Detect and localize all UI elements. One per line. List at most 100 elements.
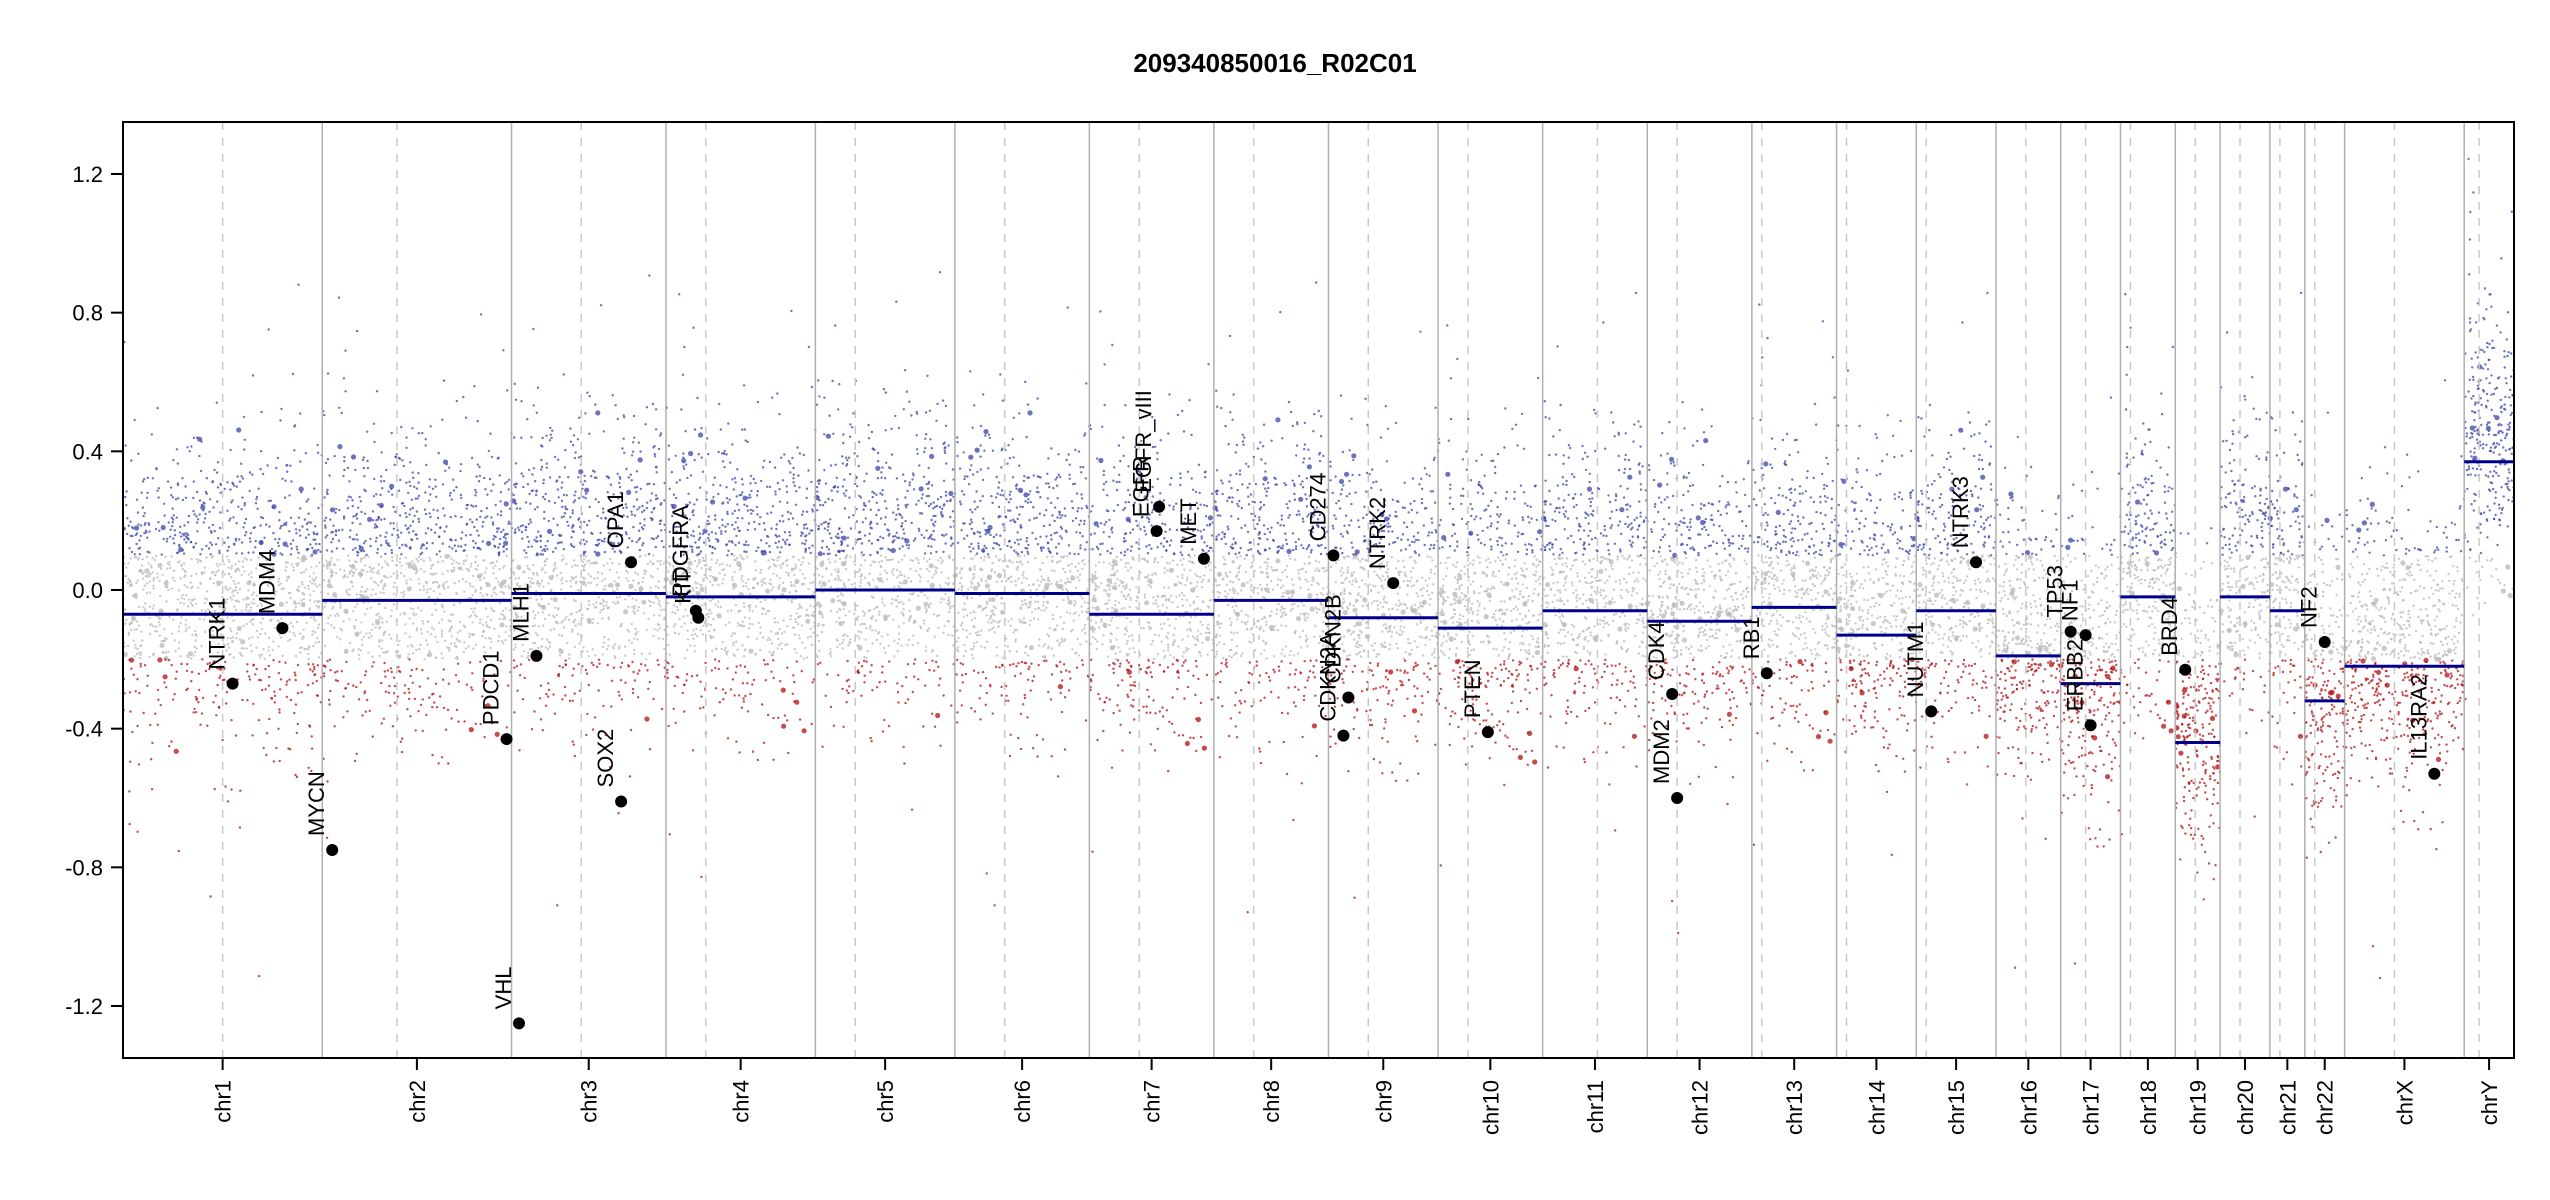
probe-point <box>752 586 756 589</box>
probe-point <box>643 524 646 527</box>
probe-point <box>189 581 192 584</box>
probe-point <box>659 434 662 437</box>
probe-point <box>529 502 532 505</box>
probe-point <box>898 632 901 635</box>
probe-point <box>883 718 886 722</box>
probe-point <box>798 452 802 455</box>
probe-point <box>774 490 777 493</box>
probe-point <box>450 635 453 638</box>
probe-point <box>434 478 437 481</box>
probe-point <box>614 656 617 660</box>
probe-point <box>203 517 207 520</box>
probe-point <box>904 519 907 523</box>
probe-point <box>250 650 253 653</box>
probe-point <box>725 563 729 567</box>
probe-point <box>128 790 131 793</box>
probe-point <box>494 564 497 567</box>
probe-point <box>457 720 460 723</box>
probe-point <box>294 654 298 658</box>
probe-point <box>305 621 308 624</box>
probe-point <box>279 527 282 530</box>
probe-point <box>394 510 397 513</box>
probe-point <box>692 629 695 632</box>
probe-point <box>628 775 632 778</box>
probe-point <box>658 623 661 627</box>
probe-point <box>370 635 373 638</box>
probe-point <box>656 497 659 500</box>
probe-point <box>652 537 655 541</box>
probe-point <box>241 560 244 563</box>
probe-point <box>919 512 922 515</box>
probe-point <box>192 546 195 549</box>
probe-point <box>658 522 662 526</box>
probe-point <box>750 489 753 493</box>
probe-point <box>930 484 934 487</box>
probe-point <box>736 526 740 529</box>
probe-point <box>711 545 714 549</box>
probe-point <box>219 482 222 486</box>
probe-point <box>903 554 906 557</box>
probe-point <box>190 670 194 674</box>
probe-point <box>476 573 483 579</box>
probe-point <box>500 639 504 643</box>
probe-point <box>127 633 130 636</box>
probe-point <box>493 591 496 594</box>
probe-point <box>130 550 134 554</box>
probe-point <box>184 485 187 488</box>
probe-point <box>684 430 687 433</box>
probe-point <box>178 531 182 534</box>
probe-point <box>380 722 383 725</box>
probe-point <box>801 641 804 644</box>
probe-point <box>943 449 946 452</box>
probe-point <box>900 644 903 647</box>
probe-point <box>351 585 354 588</box>
probe-point <box>238 588 241 591</box>
probe-point <box>413 697 417 701</box>
probe-point <box>825 433 832 439</box>
probe-point <box>298 585 301 588</box>
probe-point <box>165 686 168 689</box>
probe-point <box>807 587 810 591</box>
probe-point <box>461 578 465 581</box>
probe-point <box>405 579 408 582</box>
probe-point <box>515 665 519 668</box>
probe-point <box>279 552 282 555</box>
probe-point <box>289 621 293 625</box>
probe-point <box>834 324 837 327</box>
probe-point <box>185 541 188 544</box>
probe-point <box>536 505 539 509</box>
probe-point <box>605 600 608 604</box>
probe-point <box>207 629 210 632</box>
probe-point <box>204 597 207 600</box>
probe-point <box>783 630 786 633</box>
probe-point <box>342 474 345 478</box>
probe-point <box>915 434 918 437</box>
probe-point <box>923 536 926 539</box>
probe-point <box>925 529 928 532</box>
probe-point <box>868 500 871 503</box>
probe-point <box>682 465 685 468</box>
probe-point <box>764 663 767 666</box>
probe-point <box>323 413 326 417</box>
probe-point <box>681 373 685 376</box>
probe-point <box>317 548 320 552</box>
probe-point <box>152 579 155 582</box>
probe-point <box>481 623 485 626</box>
probe-point <box>350 569 353 573</box>
probe-point <box>173 748 179 754</box>
probe-point <box>304 536 308 539</box>
probe-point <box>584 668 588 672</box>
probe-point <box>438 695 442 698</box>
probe-point <box>855 520 859 523</box>
probe-point <box>166 537 169 541</box>
probe-point <box>277 544 280 548</box>
probe-point <box>848 496 851 499</box>
probe-point <box>467 645 470 648</box>
probe-point <box>268 675 271 679</box>
probe-point <box>277 580 280 583</box>
probe-point <box>582 552 586 556</box>
probe-point <box>924 411 928 414</box>
probe-point <box>641 544 644 547</box>
probe-point <box>849 423 852 426</box>
probe-point <box>767 567 770 570</box>
